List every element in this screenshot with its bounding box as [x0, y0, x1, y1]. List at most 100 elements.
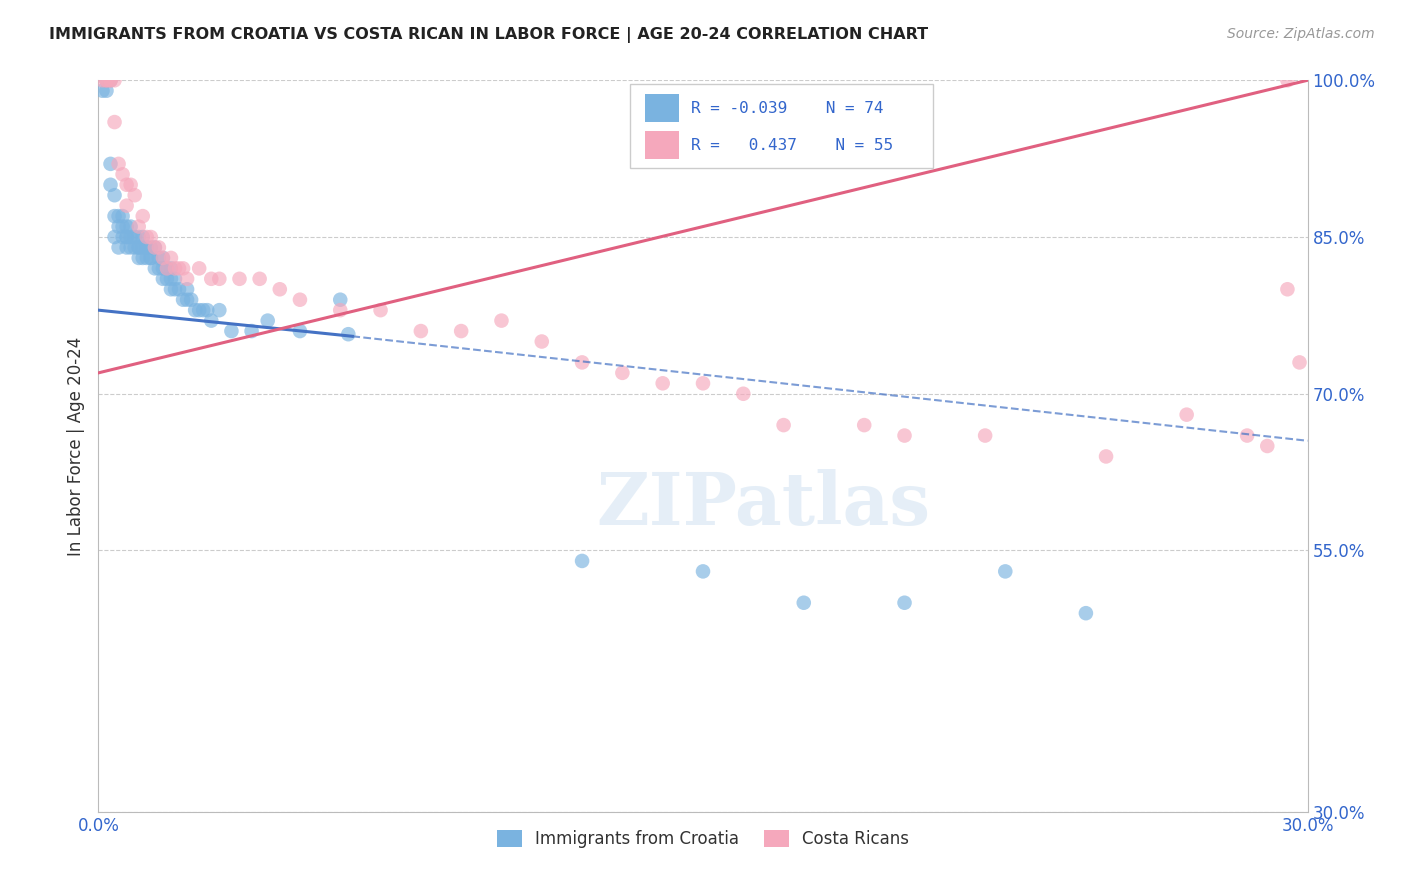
Point [103, 73, 125, 87]
Point [111, 230, 134, 244]
Point [115, 230, 138, 244]
Point [156, 272, 179, 286]
Point [1277, 73, 1299, 87]
Point [132, 251, 155, 265]
Point [176, 282, 198, 296]
Point [96, 73, 118, 87]
Point [124, 188, 146, 202]
Point [793, 596, 815, 610]
Point [120, 219, 142, 234]
Point [152, 251, 174, 265]
Point [115, 240, 138, 254]
Point [772, 418, 794, 433]
Point [1288, 355, 1310, 369]
Point [132, 209, 155, 223]
Text: R = -0.039    N = 74: R = -0.039 N = 74 [690, 101, 883, 116]
Point [200, 272, 222, 286]
Point [1074, 606, 1097, 620]
Point [143, 261, 166, 276]
Point [1095, 450, 1118, 464]
Point [128, 219, 150, 234]
Point [160, 251, 183, 265]
Point [974, 428, 997, 442]
Point [143, 240, 166, 254]
Point [329, 303, 352, 318]
Point [893, 428, 915, 442]
Text: Source: ZipAtlas.com: Source: ZipAtlas.com [1227, 27, 1375, 41]
Point [329, 293, 352, 307]
Point [107, 209, 129, 223]
Point [172, 293, 194, 307]
Point [1236, 428, 1258, 442]
Point [132, 240, 155, 254]
Point [124, 240, 146, 254]
Point [163, 272, 186, 286]
Y-axis label: In Labor Force | Age 20-24: In Labor Force | Age 20-24 [66, 336, 84, 556]
Point [156, 261, 179, 276]
Point [115, 178, 138, 192]
Point [107, 240, 129, 254]
Point [139, 240, 162, 254]
Point [208, 303, 231, 318]
Point [115, 219, 138, 234]
Point [180, 293, 202, 307]
Point [176, 293, 198, 307]
Point [160, 282, 183, 296]
Point [135, 230, 157, 244]
Text: IMMIGRANTS FROM CROATIA VS COSTA RICAN IN LABOR FORCE | AGE 20-24 CORRELATION CH: IMMIGRANTS FROM CROATIA VS COSTA RICAN I… [49, 27, 928, 43]
Point [288, 293, 311, 307]
Point [120, 240, 142, 254]
Point [156, 261, 179, 276]
Point [143, 240, 166, 254]
Point [176, 272, 198, 286]
Point [100, 73, 122, 87]
Point [256, 313, 278, 327]
FancyBboxPatch shape [630, 84, 932, 168]
Point [651, 376, 673, 391]
Point [96, 73, 118, 87]
Point [249, 272, 271, 286]
Point [163, 261, 186, 276]
Point [148, 261, 170, 276]
Point [193, 303, 215, 318]
Point [115, 230, 138, 244]
Point [139, 251, 162, 265]
Point [135, 251, 157, 265]
Point [167, 261, 190, 276]
Point [128, 251, 150, 265]
Point [692, 565, 714, 579]
Point [184, 303, 207, 318]
Point [893, 596, 915, 610]
Point [172, 261, 194, 276]
Point [96, 73, 118, 87]
Point [221, 324, 243, 338]
Point [195, 303, 218, 318]
Point [409, 324, 432, 338]
Point [100, 73, 122, 87]
Point [100, 157, 122, 171]
Point [208, 272, 231, 286]
Point [853, 418, 876, 433]
Point [132, 230, 155, 244]
Point [692, 376, 714, 391]
Point [139, 251, 162, 265]
Point [128, 240, 150, 254]
Point [111, 167, 134, 181]
Point [103, 188, 125, 202]
Point [148, 251, 170, 265]
Point [120, 178, 142, 192]
Point [120, 230, 142, 244]
Point [240, 324, 263, 338]
Point [128, 230, 150, 244]
Point [115, 199, 138, 213]
Point [103, 209, 125, 223]
Point [167, 282, 190, 296]
Point [100, 178, 122, 192]
Bar [645, 131, 679, 160]
Point [135, 240, 157, 254]
Point [135, 240, 157, 254]
Point [228, 272, 250, 286]
Point [337, 327, 360, 342]
Text: ZIPatlas: ZIPatlas [596, 469, 931, 540]
Point [111, 219, 134, 234]
